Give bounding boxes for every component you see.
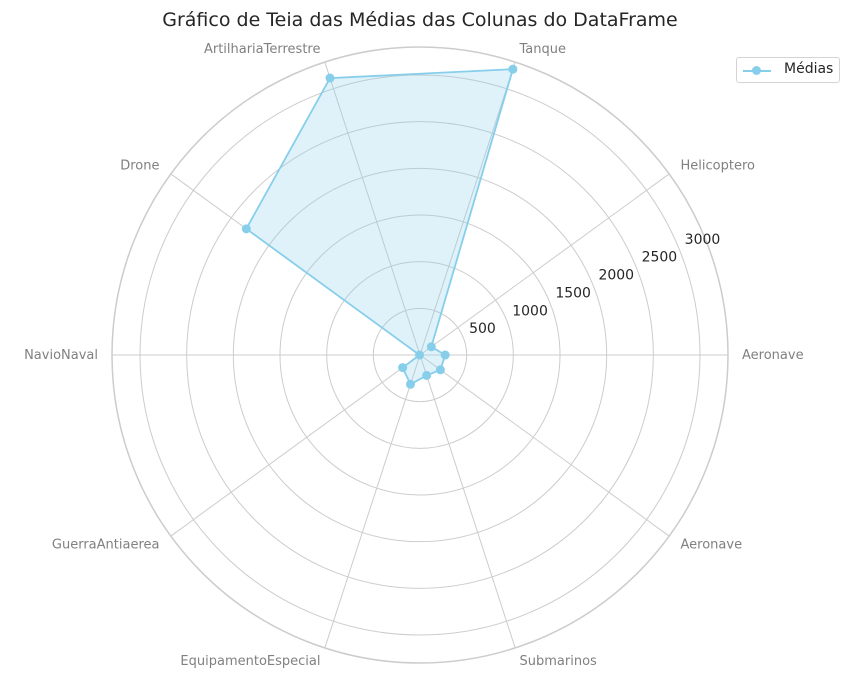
series-area (246, 69, 513, 385)
category-label: Aeronave (742, 348, 804, 363)
category-label: Helicoptero (681, 159, 756, 174)
category-label: Tanque (519, 42, 566, 57)
series-point (435, 365, 445, 375)
series-point (398, 363, 408, 373)
series-point (440, 350, 450, 360)
radial-tick-label: 1000 (512, 303, 548, 319)
legend-marker-swatch (752, 66, 761, 75)
spoke-line (324, 61, 421, 356)
category-label: EquipamentoEspecial (180, 654, 320, 669)
radial-tick-label: 2000 (598, 268, 634, 284)
series-point (241, 224, 251, 234)
category-labels: Aeronave Helicoptero Tanque ArtilhariaTerre… (24, 42, 804, 669)
legend-label: Médias (784, 61, 834, 77)
category-label: GuerraAntiaerea (52, 537, 160, 552)
radial-tick-label: 2500 (642, 250, 678, 266)
spoke-line (324, 354, 421, 649)
spoke-line (419, 354, 670, 537)
series-point (508, 64, 518, 74)
radial-tick-label: 3000 (685, 232, 721, 248)
category-label: Submarinos (520, 654, 598, 669)
category-label: Drone (120, 159, 159, 174)
spoke-line (419, 354, 516, 649)
radial-tick-labels: 500 1000 1500 2000 2500 3000 (469, 232, 720, 337)
series-point (325, 73, 335, 83)
legend: Médias (736, 57, 840, 83)
category-label: Aeronave (681, 537, 743, 552)
chart-title: Gráfico de Teia das Médias das Colunas d… (162, 9, 678, 31)
spoke-line (419, 173, 670, 356)
series-point (422, 370, 432, 380)
series-point (405, 379, 415, 389)
series-point (415, 350, 425, 360)
spoke-line (170, 354, 421, 537)
spoke-line (419, 61, 516, 356)
series-medias (241, 64, 518, 389)
category-label: ArtilhariaTerrestre (204, 42, 321, 57)
radial-tick-label: 1500 (555, 285, 591, 301)
category-label: NavioNaval (24, 348, 98, 363)
radial-tick-label: 500 (469, 321, 496, 337)
series-point (426, 342, 436, 352)
